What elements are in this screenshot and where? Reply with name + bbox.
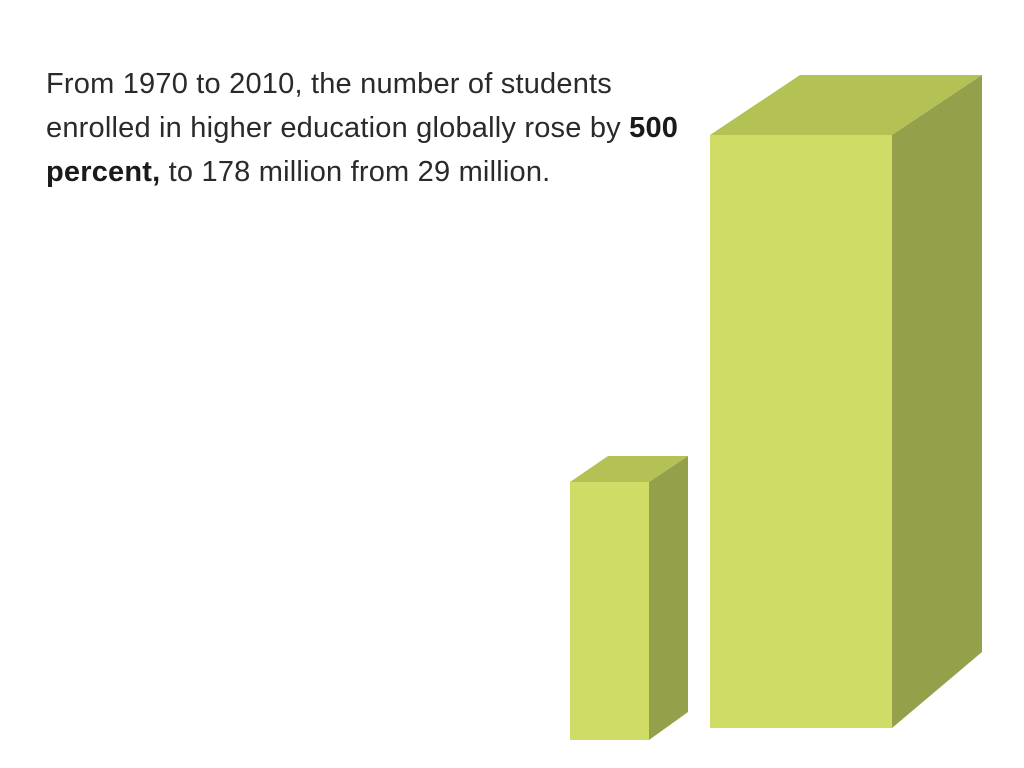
caption-text: From 1970 to 2010, the number of student… (46, 68, 630, 144)
bar-top (570, 456, 688, 482)
bar-side (892, 75, 982, 728)
bar-top (710, 75, 982, 135)
caption-emphasis: 500 percent, (46, 112, 679, 188)
caption-text: to 178 million from 29 million. (160, 156, 551, 188)
bar-side (649, 456, 688, 740)
bar-front (710, 135, 892, 728)
caption: From 1970 to 2010, the number of student… (46, 62, 696, 194)
bar-front (570, 482, 649, 740)
